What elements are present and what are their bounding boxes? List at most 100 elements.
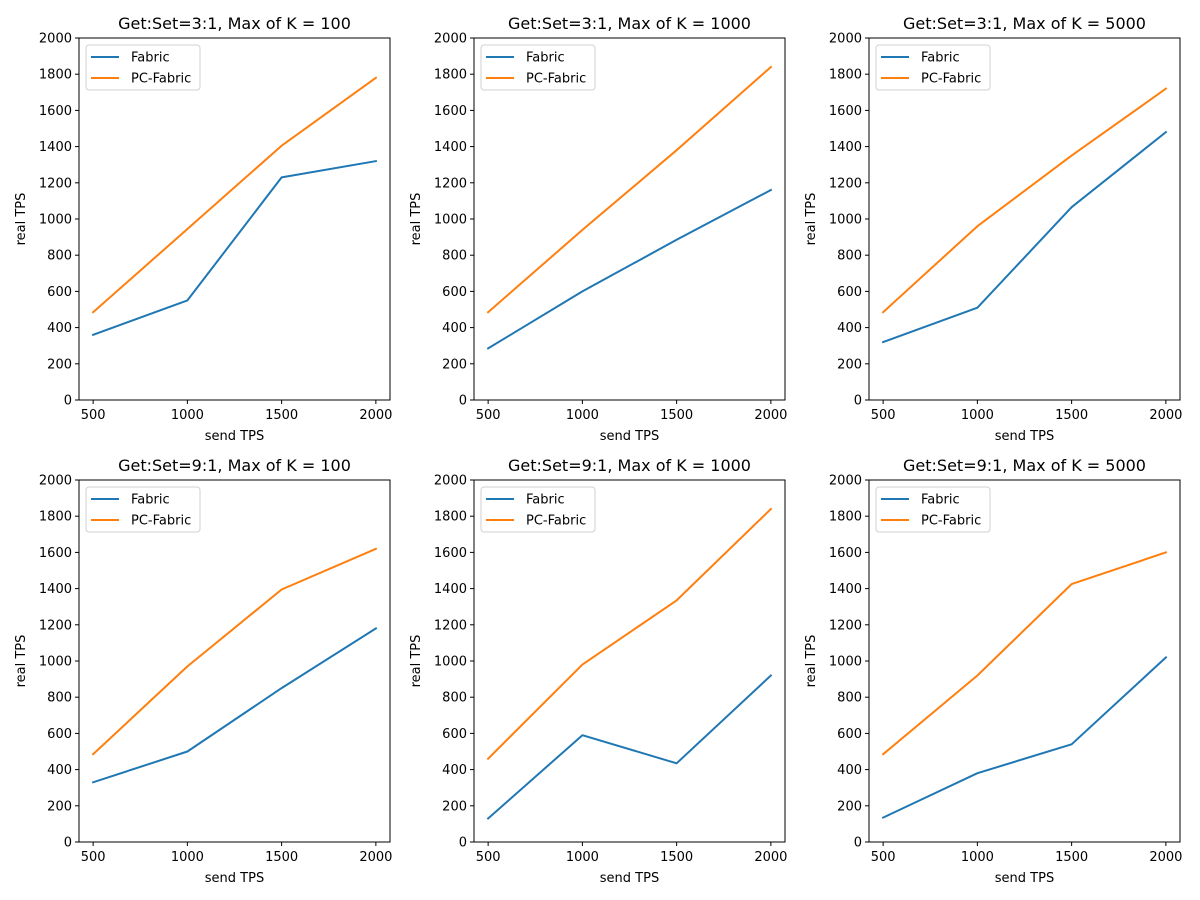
y-tick-label: 1600 — [829, 546, 862, 561]
x-tick-label: 1500 — [660, 850, 693, 865]
x-axis-label: send TPS — [600, 429, 659, 444]
y-tick-label: 400 — [442, 321, 467, 336]
y-tick-label: 200 — [47, 357, 72, 372]
y-tick-label: 1000 — [39, 655, 72, 670]
y-tick-label: 2000 — [434, 474, 467, 489]
y-tick-label: 1600 — [829, 104, 862, 119]
legend-label: Fabric — [526, 51, 565, 66]
chart-title: Get:Set=3:1, Max of K = 5000 — [903, 14, 1146, 33]
x-tick-label: 500 — [81, 408, 106, 423]
y-tick-label: 1800 — [829, 68, 862, 83]
y-tick-label: 0 — [854, 394, 862, 409]
x-axis-label: send TPS — [995, 429, 1054, 444]
axes-frame — [78, 37, 391, 401]
y-tick-label: 1800 — [434, 68, 467, 83]
legend: Fabric PC-Fabric — [85, 44, 201, 91]
legend: Fabric PC-Fabric — [875, 44, 991, 91]
y-tick-label: 200 — [47, 799, 72, 814]
axes-frame — [868, 479, 1181, 843]
legend-label: PC-Fabric — [131, 514, 191, 529]
axes-frame — [78, 479, 391, 843]
y-tick-label: 600 — [47, 727, 72, 742]
x-tick-label: 500 — [871, 850, 896, 865]
y-tick-label: 1400 — [829, 140, 862, 155]
y-tick-label: 800 — [442, 691, 467, 706]
y-tick-label: 1600 — [39, 546, 72, 561]
x-tick-label: 500 — [81, 850, 106, 865]
y-tick-label: 600 — [47, 285, 72, 300]
chart-panel: Get:Set=9:1, Max of K = 1000 500 1000 1500 2… — [409, 456, 787, 886]
y-tick-label: 1400 — [434, 140, 467, 155]
x-tick-label: 1000 — [961, 850, 994, 865]
x-tick-label: 2000 — [754, 850, 787, 865]
y-tick-label: 0 — [459, 394, 467, 409]
y-tick-label: 600 — [442, 285, 467, 300]
y-tick-label: 800 — [47, 691, 72, 706]
series-line-fabric — [91, 159, 378, 337]
legend-label: Fabric — [131, 51, 170, 66]
legend: Fabric PC-Fabric — [85, 486, 201, 533]
x-tick-label: 500 — [476, 850, 501, 865]
y-tick-label: 0 — [64, 394, 72, 409]
legend-label: PC-Fabric — [526, 514, 586, 529]
y-axis-label: real TPS — [804, 193, 819, 246]
y-tick-label: 200 — [442, 799, 467, 814]
y-tick-label: 2000 — [39, 474, 72, 489]
series-line-fabric — [881, 130, 1168, 344]
chart-title: Get:Set=9:1, Max of K = 1000 — [508, 456, 751, 475]
y-tick-label: 600 — [442, 727, 467, 742]
y-tick-label: 200 — [837, 357, 862, 372]
y-tick-label: 2000 — [434, 32, 467, 47]
series-line-pc-fabric — [486, 507, 773, 761]
series-line-pc-fabric — [91, 76, 378, 314]
x-tick-label: 1000 — [566, 408, 599, 423]
x-tick-label: 2000 — [1149, 408, 1182, 423]
axes-frame — [473, 479, 786, 843]
legend: Fabric PC-Fabric — [875, 486, 991, 533]
y-tick-label: 1800 — [39, 510, 72, 525]
x-tick-label: 2000 — [359, 408, 392, 423]
y-tick-label: 1600 — [434, 546, 467, 561]
y-tick-label: 1800 — [39, 68, 72, 83]
y-tick-label: 800 — [442, 249, 467, 264]
y-axis-label: real TPS — [804, 635, 819, 688]
y-tick-label: 400 — [837, 763, 862, 778]
axes-frame — [868, 37, 1181, 401]
y-tick-label: 2000 — [829, 32, 862, 47]
y-tick-label: 1200 — [829, 176, 862, 191]
series-line-pc-fabric — [486, 65, 773, 314]
y-tick-label: 800 — [837, 249, 862, 264]
y-tick-label: 1000 — [434, 213, 467, 228]
chart-panel: Get:Set=3:1, Max of K = 100 500 1000 1500 20… — [14, 14, 392, 444]
y-tick-label: 1400 — [39, 140, 72, 155]
y-tick-label: 1000 — [829, 655, 862, 670]
series-line-pc-fabric — [881, 551, 1168, 756]
chart-title: Get:Set=9:1, Max of K = 5000 — [903, 456, 1146, 475]
legend-label: PC-Fabric — [131, 72, 191, 87]
x-tick-label: 2000 — [359, 850, 392, 865]
y-tick-label: 200 — [442, 357, 467, 372]
legend-label: Fabric — [921, 493, 960, 508]
x-axis-label: send TPS — [205, 429, 264, 444]
x-tick-label: 1000 — [961, 408, 994, 423]
y-tick-label: 400 — [837, 321, 862, 336]
y-tick-label: 1200 — [434, 618, 467, 633]
y-tick-label: 800 — [47, 249, 72, 264]
y-tick-label: 1200 — [39, 618, 72, 633]
y-tick-label: 200 — [837, 799, 862, 814]
y-tick-label: 1600 — [39, 104, 72, 119]
x-tick-label: 500 — [476, 408, 501, 423]
legend: Fabric PC-Fabric — [480, 486, 596, 533]
legend-label: Fabric — [921, 51, 960, 66]
x-tick-label: 1000 — [566, 850, 599, 865]
series-line-fabric — [486, 188, 773, 350]
chart-panel: Get:Set=3:1, Max of K = 5000 500 1000 1500 2… — [804, 14, 1182, 444]
x-tick-label: 1500 — [265, 408, 298, 423]
chart-panel: Get:Set=9:1, Max of K = 100 500 1000 1500 20… — [14, 456, 392, 886]
axes-frame — [473, 37, 786, 401]
y-tick-label: 1200 — [829, 618, 862, 633]
x-tick-label: 1500 — [265, 850, 298, 865]
y-tick-label: 1400 — [829, 582, 862, 597]
y-tick-label: 0 — [459, 836, 467, 851]
